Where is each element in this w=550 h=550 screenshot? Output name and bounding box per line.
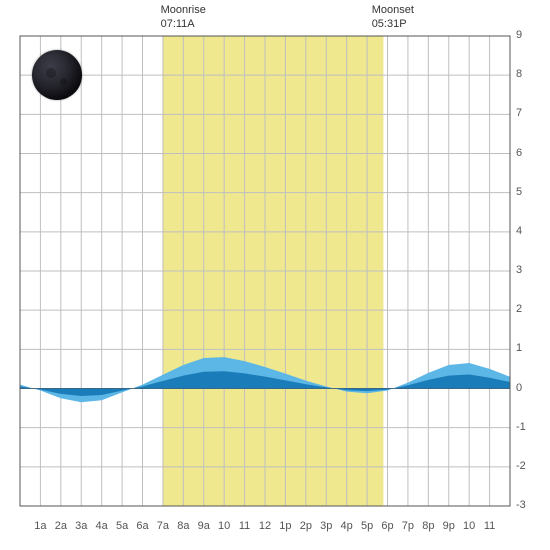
x-tick-label: 4p xyxy=(341,520,353,532)
moonrise-label: Moonrise xyxy=(161,4,206,18)
x-tick-label: 4a xyxy=(96,520,108,532)
x-tick-label: 11 xyxy=(239,520,250,532)
x-tick-label: 8a xyxy=(177,520,189,532)
x-tick-label: 1p xyxy=(279,520,291,532)
x-tick-label: 6p xyxy=(381,520,393,532)
x-tick-label: 11 xyxy=(484,520,495,532)
x-tick-label: 10 xyxy=(218,520,230,532)
x-tick-label: 2p xyxy=(300,520,312,532)
moonset-label: Moonset xyxy=(372,4,414,18)
y-tick-label: 3 xyxy=(516,264,522,276)
x-tick-label: 3a xyxy=(75,520,87,532)
x-tick-label: 9p xyxy=(443,520,455,532)
y-tick-label: -2 xyxy=(516,460,526,472)
moonrise-time: 07:11A xyxy=(161,18,206,32)
x-tick-label: 10 xyxy=(463,520,475,532)
x-tick-label: 1a xyxy=(34,520,46,532)
y-tick-label: 6 xyxy=(516,147,522,159)
moonset-time: 05:31P xyxy=(372,18,414,32)
y-tick-label: -3 xyxy=(516,499,526,511)
x-tick-label: 5a xyxy=(116,520,128,532)
tide-chart: Moonrise 07:11A Moonset 05:31P -3-2-1012… xyxy=(0,0,550,550)
x-tick-label: 5p xyxy=(361,520,373,532)
y-tick-label: 1 xyxy=(516,342,522,354)
moon-phase-icon xyxy=(32,50,82,100)
x-tick-label: 9a xyxy=(198,520,210,532)
x-tick-label: 12 xyxy=(259,520,271,532)
y-tick-label: 2 xyxy=(516,303,522,315)
x-tick-label: 3p xyxy=(320,520,332,532)
chart-canvas xyxy=(0,0,550,550)
x-tick-label: 2a xyxy=(55,520,67,532)
x-tick-label: 8p xyxy=(422,520,434,532)
y-tick-label: 7 xyxy=(516,107,522,119)
y-tick-label: 8 xyxy=(516,68,522,80)
y-tick-label: 4 xyxy=(516,225,522,237)
y-tick-label: 5 xyxy=(516,186,522,198)
x-tick-label: 6a xyxy=(136,520,148,532)
x-tick-label: 7a xyxy=(157,520,169,532)
x-tick-label: 7p xyxy=(402,520,414,532)
y-tick-label: 9 xyxy=(516,29,522,41)
y-tick-label: 0 xyxy=(516,382,522,394)
moonrise-annotation: Moonrise 07:11A xyxy=(161,4,206,32)
moonset-annotation: Moonset 05:31P xyxy=(372,4,414,32)
y-tick-label: -1 xyxy=(516,421,526,433)
